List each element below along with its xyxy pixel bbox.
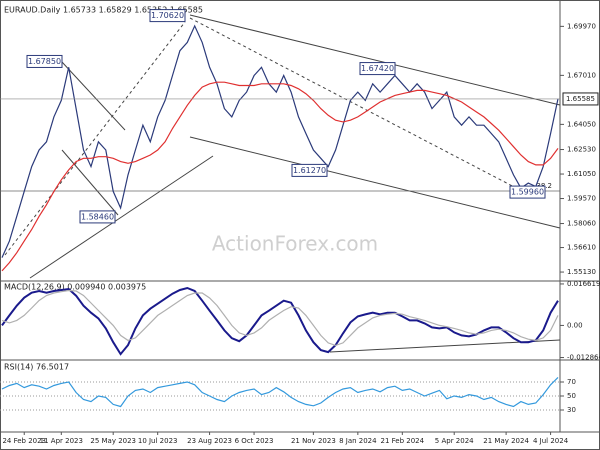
x-tick-label: 8 Jan 2024 [339,437,377,445]
channel-mid [189,17,521,191]
y-tick-label: 1.69970 [567,22,596,30]
macd-title: MACD(12,26,9) 0.009940 0.003975 [4,283,146,292]
chart-title: EURAUD.Daily 1.65733 1.65829 1.65352 1.6… [4,6,203,15]
annotation-box [509,185,546,199]
y-tick-label: 30 [567,406,576,414]
x-tick-label: 5 Apr 2024 [435,437,474,445]
channel-lower [189,136,561,229]
support-line [29,155,214,279]
rsi-title: RSI(14) 76.5017 [4,363,69,372]
series-line [1,376,559,408]
channel-upper [189,14,561,106]
series-line [1,289,559,347]
y-tick-label: 0.00 [567,321,583,329]
x-tick-label: 21 May 2024 [483,437,529,445]
y-tick-label: 1.55130 [567,268,596,276]
y-tick-label: 1.62530 [567,146,596,154]
x-tick-label: 21 Feb 2024 [381,437,425,445]
x-tick-label: 11 Apr 2023 [40,437,83,445]
annotation-box [26,54,63,68]
x-tick-label: 4 Jul 2024 [533,437,569,445]
annotation-box [79,210,116,224]
last-price-label: 1.65585 [566,95,595,103]
dashed-support [4,21,186,256]
annotation-label: 1.67420 [361,64,394,73]
x-tick-label: 6 Oct 2023 [235,437,274,445]
y-tick-label: 50 [567,392,576,400]
y-tick-label: 1.67010 [567,71,596,79]
x-tick-label: 23 Aug 2023 [187,437,232,445]
y-tick-label: 1.59570 [567,195,596,203]
annotation-label: 1.67850 [28,57,61,66]
x-tick-label: 25 May 2023 [90,437,136,445]
series-line [1,286,559,356]
x-tick-label: 10 Jul 2023 [138,437,178,445]
wedge-line [61,149,119,216]
annotation-box [149,9,186,23]
x-tick-label: 21 Nov 2023 [291,437,336,445]
wedge-line [61,61,126,131]
annotation-box [291,163,328,177]
annotation-label: 1.61270 [293,166,326,175]
series-line [1,81,559,272]
annotation-label: 1.59960 [511,188,544,197]
x-tick-label: 24 Feb 2023 [2,437,46,445]
last-price-box [562,92,599,106]
y-tick-label: -0.012864 [567,354,600,362]
y-tick-label: 0.016619 [567,280,600,288]
annotation-label: 1.70620 [151,11,184,20]
annotation-label: 1.58460 [81,212,114,221]
y-tick-label: 1.64050 [567,120,596,128]
watermark: ActionForex.com [212,232,378,256]
y-tick-label: 1.58060 [567,220,596,228]
y-tick-label: 1.56610 [567,244,596,252]
y-tick-label: 70 [567,378,576,386]
y-tick-label: 1.61050 [567,170,596,178]
annotation-box [359,62,396,76]
